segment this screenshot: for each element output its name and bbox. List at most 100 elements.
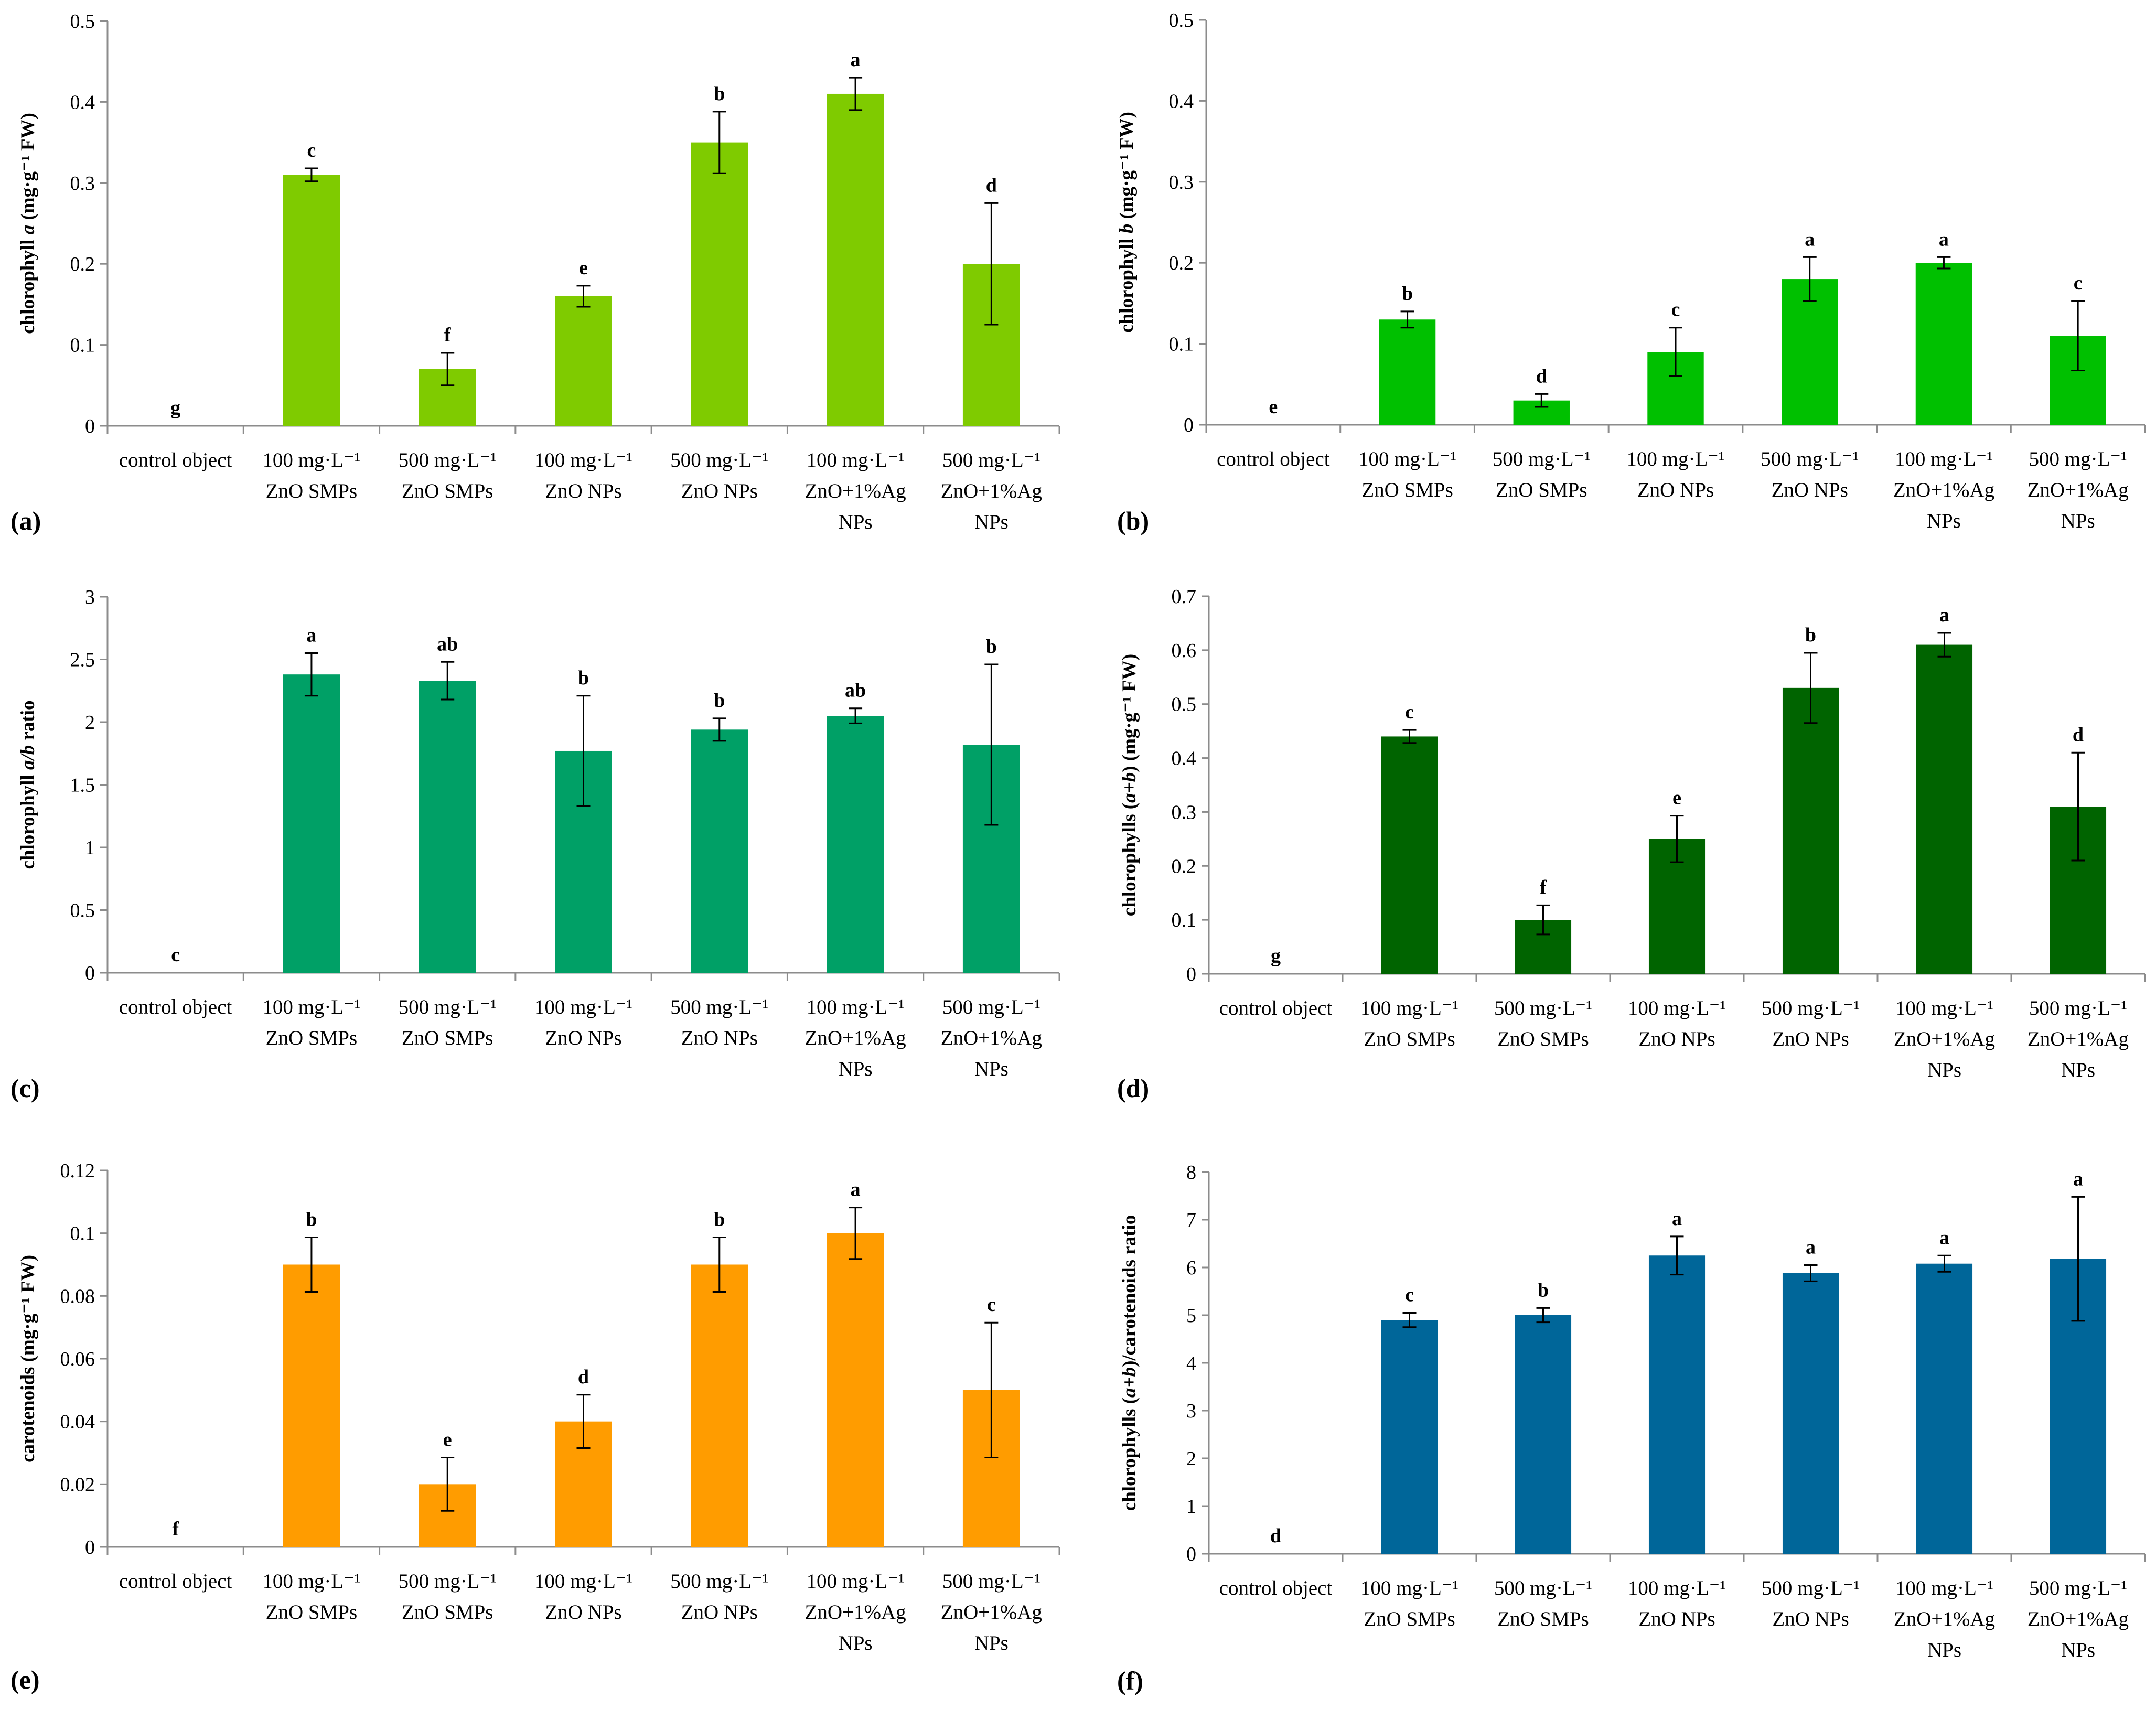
- y-tick-label: 0.02: [60, 1474, 95, 1496]
- category-label: 100 mg·L⁻¹ ZnO+1%Ag NPs: [1894, 997, 1995, 1081]
- bar: [1381, 1320, 1438, 1554]
- bar: [555, 296, 612, 426]
- y-tick-label: 3: [1186, 1400, 1196, 1422]
- significance-letter: d: [986, 174, 997, 196]
- significance-letter: c: [1671, 299, 1680, 321]
- significance-letter: d: [578, 1366, 589, 1388]
- significance-letter: b: [986, 636, 997, 658]
- y-tick-label: 1: [85, 837, 95, 859]
- y-axis-title: chlorophyll a (mg·g⁻¹ FW): [17, 113, 39, 334]
- y-tick-label: 0.4: [70, 91, 95, 113]
- y-tick-label: 0.2: [70, 253, 95, 275]
- category-label: 100 mg·L⁻¹ ZnO+1%Ag NPs: [805, 1570, 906, 1654]
- category-label: 100 mg·L⁻¹ ZnO SMPs: [1360, 997, 1458, 1050]
- significance-letter: f: [444, 324, 452, 346]
- category-label: control object: [1217, 448, 1330, 470]
- significance-letter: a: [851, 1179, 861, 1201]
- significance-letter: e: [443, 1428, 452, 1450]
- category-label: 500 mg·L⁻¹ ZnO+1%Ag NPs: [941, 449, 1042, 533]
- y-tick-label: 2: [85, 712, 95, 734]
- y-tick-label: 0.06: [60, 1348, 95, 1370]
- significance-letter: d: [1536, 365, 1547, 387]
- significance-letter: ab: [845, 680, 866, 702]
- panel-label: (d): [1117, 1073, 1149, 1103]
- bar: [283, 175, 340, 426]
- category-label: 100 mg·L⁻¹ ZnO SMPs: [1360, 1577, 1458, 1630]
- y-tick-label: 4: [1186, 1352, 1196, 1374]
- y-axis-title: chlorophyll a/b ratio: [17, 700, 39, 869]
- bar: [1379, 319, 1436, 425]
- y-tick-label: 0.1: [1172, 909, 1197, 931]
- y-tick-label: 3: [85, 586, 95, 608]
- y-axis-title: chlorophyll b (mg·g⁻¹ FW): [1116, 112, 1138, 333]
- significance-letter: c: [1405, 701, 1414, 723]
- significance-letter: b: [714, 83, 725, 105]
- category-label: 100 mg·L⁻¹ ZnO NPs: [1628, 997, 1726, 1050]
- category-label: 500 mg·L⁻¹ ZnO+1%Ag NPs: [2028, 997, 2129, 1081]
- panel-label: (c): [10, 1073, 40, 1103]
- significance-letter: c: [307, 139, 316, 162]
- significance-letter: b: [1805, 624, 1816, 646]
- category-label: 500 mg·L⁻¹ ZnO SMPs: [399, 996, 497, 1049]
- y-tick-label: 0.1: [1169, 334, 1194, 356]
- bar: [827, 1233, 884, 1547]
- y-axis-title: chlorophylls (a+b) (mg·g⁻¹ FW): [1119, 654, 1140, 916]
- category-label: 500 mg·L⁻¹ ZnO SMPs: [1493, 448, 1591, 501]
- significance-letter: c: [171, 944, 180, 966]
- y-tick-label: 0.3: [70, 173, 95, 195]
- y-tick-label: 0.5: [70, 10, 95, 33]
- category-label: 100 mg·L⁻¹ ZnO+1%Ag NPs: [805, 449, 906, 533]
- bar: [827, 716, 884, 973]
- y-tick-label: 0: [85, 1536, 95, 1558]
- bar: [419, 681, 476, 973]
- category-label: 500 mg·L⁻¹ ZnO SMPs: [399, 449, 497, 502]
- y-tick-label: 1: [1186, 1496, 1196, 1518]
- significance-letter: a: [306, 625, 316, 647]
- category-label: control object: [119, 449, 232, 471]
- y-tick-label: 1.5: [70, 775, 95, 797]
- significance-letter: f: [1540, 876, 1547, 898]
- y-tick-label: 0.5: [1169, 9, 1194, 31]
- significance-letter: d: [1270, 1525, 1281, 1547]
- y-axis-title: chlorophylls (a+b)/carotenoids ratio: [1119, 1215, 1140, 1511]
- category-label: 500 mg·L⁻¹ ZnO NPs: [1762, 1577, 1860, 1630]
- significance-letter: e: [1672, 787, 1681, 809]
- bar: [691, 142, 748, 426]
- significance-letter: b: [1538, 1279, 1549, 1301]
- y-tick-label: 0.2: [1169, 252, 1194, 274]
- y-tick-label: 0.5: [1172, 694, 1197, 716]
- category-label: 500 mg·L⁻¹ ZnO NPs: [670, 449, 768, 502]
- category-label: 500 mg·L⁻¹ ZnO+1%Ag NPs: [2028, 448, 2129, 532]
- y-tick-label: 5: [1186, 1305, 1196, 1327]
- y-tick-label: 0.08: [60, 1285, 95, 1307]
- category-label: 500 mg·L⁻¹ ZnO SMPs: [399, 1570, 497, 1624]
- significance-letter: d: [2073, 724, 2084, 746]
- y-tick-label: 0.1: [70, 1223, 95, 1245]
- category-label: control object: [119, 1570, 232, 1593]
- bar: [1515, 1315, 1572, 1554]
- y-tick-label: 0.3: [1169, 171, 1194, 194]
- bar: [1916, 644, 1973, 974]
- category-label: control object: [1219, 1577, 1333, 1599]
- bar: [1782, 1273, 1839, 1554]
- y-tick-label: 0.2: [1172, 855, 1197, 877]
- significance-letter: a: [1805, 228, 1815, 250]
- y-tick-label: 0.4: [1172, 748, 1197, 770]
- category-label: 100 mg·L⁻¹ ZnO SMPs: [262, 449, 360, 502]
- bar: [1782, 279, 1838, 425]
- y-tick-label: 2.5: [70, 649, 95, 671]
- bar: [1381, 736, 1438, 974]
- significance-letter: a: [2073, 1168, 2083, 1190]
- bar: [691, 729, 748, 973]
- y-tick-label: 0.7: [1172, 586, 1197, 608]
- panel-label: (a): [10, 506, 41, 535]
- category-label: 500 mg·L⁻¹ ZnO NPs: [670, 1570, 768, 1624]
- category-label: 100 mg·L⁻¹ ZnO+1%Ag NPs: [805, 996, 906, 1080]
- chart-panel-b: 0 0.1 0.2 0.3 0.4 0.5 e control object b 100 mg·L…: [1116, 9, 2146, 535]
- category-label: control object: [119, 996, 232, 1018]
- y-tick-label: 2: [1186, 1448, 1196, 1470]
- significance-letter: e: [579, 257, 588, 279]
- bar: [1782, 687, 1839, 974]
- panel-label: (b): [1117, 506, 1149, 535]
